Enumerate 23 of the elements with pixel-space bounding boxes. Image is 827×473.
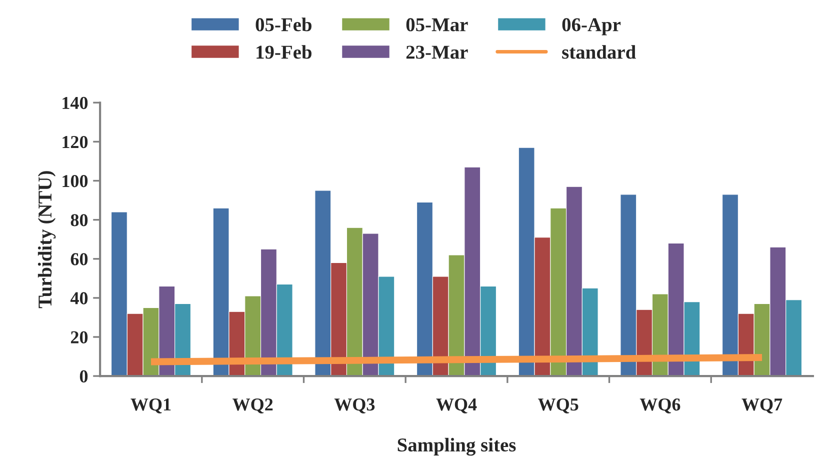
legend-label: 05-Feb xyxy=(256,18,312,32)
legend-label: standard xyxy=(562,45,636,59)
x-tick-label: WQ2 xyxy=(232,398,273,414)
legend-label: 19-Feb xyxy=(256,45,312,59)
y-tick-label: 60 xyxy=(70,253,88,266)
x-tick-label: WQ6 xyxy=(640,398,680,414)
x-tick-label: WQ4 xyxy=(436,398,477,414)
y-tick-label: 40 xyxy=(70,292,88,304)
y-tick-label: 100 xyxy=(62,175,88,188)
y-tick-label: 0 xyxy=(80,370,88,382)
legend-label: 06-Apr xyxy=(562,18,621,36)
legend-label: 23-Mar xyxy=(406,46,468,59)
x-tick-label: WQ5 xyxy=(538,398,578,414)
y-tick-label: 140 xyxy=(62,96,88,110)
y-tick-label: 120 xyxy=(62,136,88,148)
x-tick-label: WQ1 xyxy=(130,398,171,414)
x-tick-label: WQ7 xyxy=(742,398,782,414)
y-axis-title: Turbidity (NTU) xyxy=(38,171,56,308)
y-tick-label: 80 xyxy=(70,214,88,226)
y-tick-label: 20 xyxy=(70,331,88,344)
x-tick-label: WQ3 xyxy=(334,398,375,414)
legend-label: 05-Mar xyxy=(406,18,468,32)
x-axis-title: Sampling sites xyxy=(398,438,516,456)
